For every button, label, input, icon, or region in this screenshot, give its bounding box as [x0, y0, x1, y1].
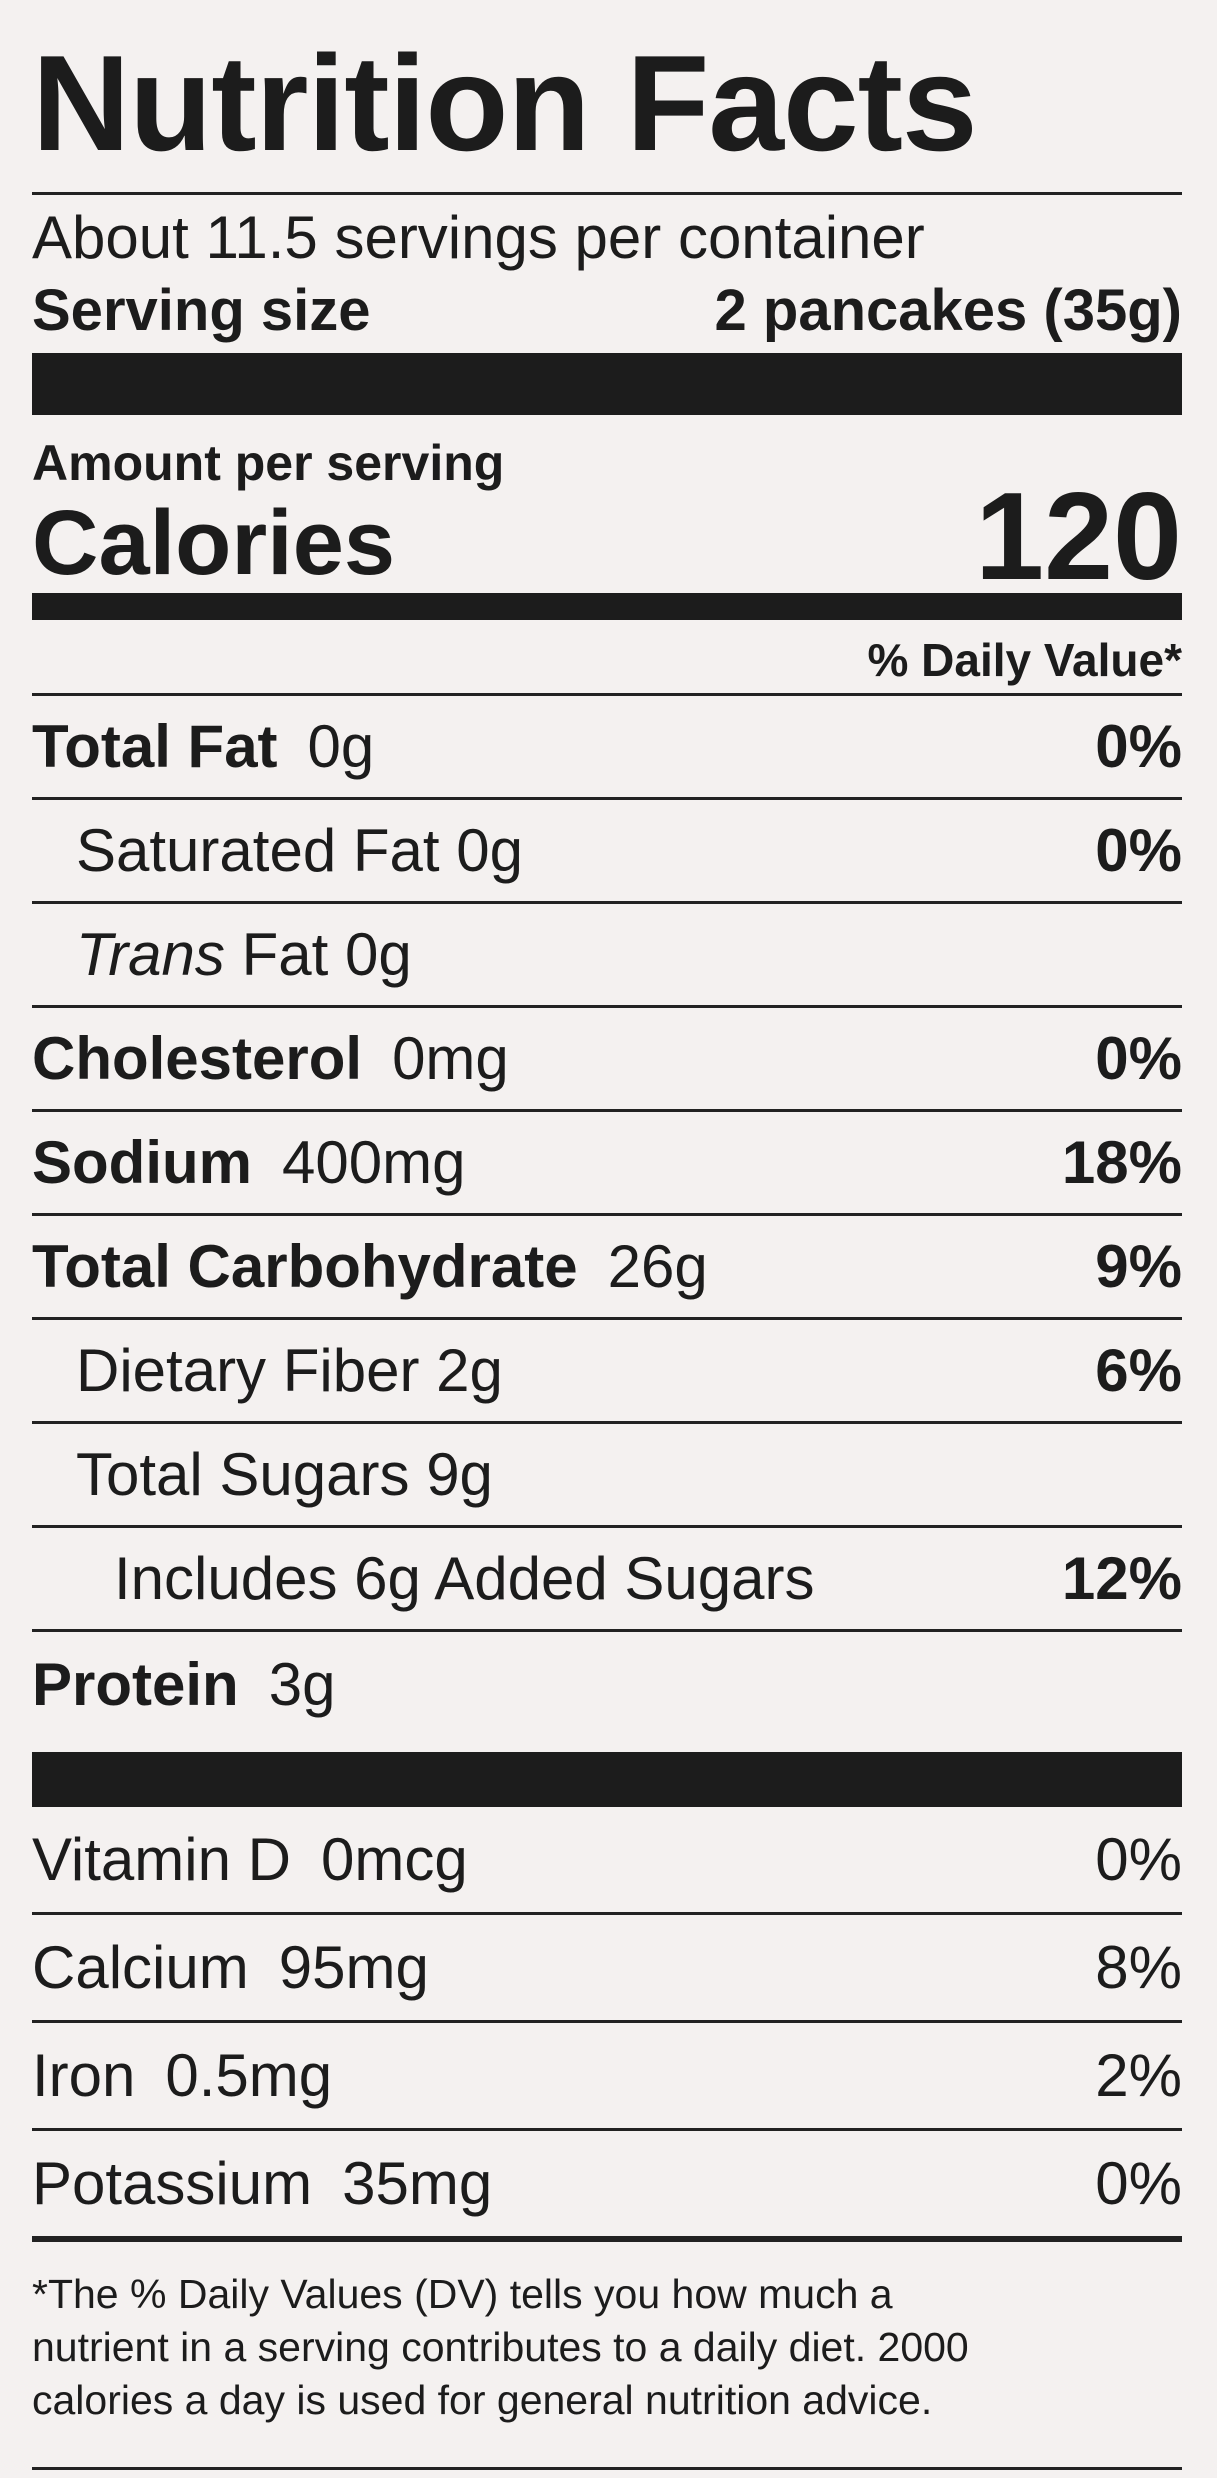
nutrient-label: Vitamin D 0mcg: [32, 1825, 468, 1894]
nutrient-row: Includes 6g Added Sugars 12%: [32, 1528, 1182, 1632]
nutrient-dv: 6%: [1095, 1337, 1182, 1404]
nutrient-dv: 0%: [1095, 713, 1182, 780]
nutrient-dv: 0%: [1095, 1826, 1182, 1893]
nutrient-row: Protein 3g: [32, 1632, 1182, 1736]
nutrient-row: Trans Fat 0g: [32, 904, 1182, 1008]
nutrient-label: Cholesterol 0mg: [32, 1024, 509, 1093]
nutrient-row: Total Sugars 9g: [32, 1424, 1182, 1528]
nutrient-name: Calcium: [32, 1934, 249, 2001]
serving-size: Serving size 2 pancakes (35g): [32, 275, 1182, 353]
nutrient-row: Total Fat 0g 0%: [32, 696, 1182, 800]
nutrient-name: Potassium: [32, 2150, 313, 2217]
nutrient-label: Sodium 400mg: [32, 1128, 465, 1197]
nutrient-name: Dietary Fiber: [76, 1337, 420, 1404]
calories: Calories 120: [32, 475, 1182, 599]
nutrient-dv: 0%: [1095, 1025, 1182, 1092]
divider: [32, 353, 1182, 415]
nutrient-dv: 18%: [1061, 1129, 1182, 1196]
nutrient-amount: 26g: [607, 1233, 708, 1300]
nutrient-dv: 9%: [1095, 1233, 1182, 1300]
nutrient-name: Total Fat: [32, 713, 278, 780]
nutrient-dv: 2%: [1095, 2042, 1182, 2109]
vitamins: Vitamin D 0mcg 0% Calcium 95mg 8% Iron 0.5mg…: [32, 1807, 1182, 2239]
footnote-line: nutrient in a serving contributes to a d…: [32, 2324, 969, 2370]
calories-value: 120: [975, 468, 1182, 606]
nutrient-dv: 8%: [1095, 1934, 1182, 2001]
nutrient-prefix: Trans: [76, 921, 225, 988]
nutrient-amount: 0mcg: [320, 1826, 468, 1893]
nutrient-name: Iron: [32, 2042, 136, 2109]
nutrient-row: Dietary Fiber 2g 6%: [32, 1320, 1182, 1424]
nutrient-label: Trans Fat 0g: [76, 920, 412, 989]
nutrient-amount: 2g: [436, 1337, 503, 1404]
nutrient-name: Vitamin D: [32, 1826, 291, 1893]
nutrient-label: Dietary Fiber 2g: [76, 1336, 503, 1405]
nutrient-name: Includes 6g Added Sugars: [114, 1545, 815, 1612]
serving-size-label: Serving size: [32, 278, 371, 343]
vitamin-row: Calcium 95mg 8%: [32, 1915, 1182, 2023]
nutrient-name: Cholesterol: [32, 1025, 363, 1092]
nutrient-label: Total Fat 0g: [32, 712, 374, 781]
nutrient-amount: 95mg: [278, 1934, 429, 2001]
dv-header: % Daily Value*: [32, 620, 1182, 696]
vitamin-row: Potassium 35mg 0%: [32, 2131, 1182, 2239]
nutrient-name: Saturated Fat: [76, 817, 440, 884]
nutrient-name: Protein: [32, 1650, 239, 1718]
nutrient-amount: 0.5mg: [165, 2042, 333, 2109]
nutrient-dv: 12%: [1061, 1545, 1182, 1612]
nutrient-label: Iron 0.5mg: [32, 2041, 332, 2110]
nutrient-amount: 9g: [426, 1441, 493, 1508]
amount-per-serving: Amount per serving: [32, 435, 505, 491]
nutrient-row: Saturated Fat 0g 0%: [32, 800, 1182, 904]
nutrient-dv: 0%: [1095, 2150, 1182, 2217]
calories-label: Calories: [32, 492, 396, 594]
vitamin-row: Vitamin D 0mcg 0%: [32, 1807, 1182, 1915]
nutrient-amount: 0mg: [392, 1025, 509, 1092]
nutrient-name: Sodium: [32, 1129, 252, 1196]
nutrient-row: Cholesterol 0mg 0%: [32, 1008, 1182, 1112]
serving-size-value: 2 pancakes (35g): [714, 278, 1182, 343]
nutrient-label: Potassium 35mg: [32, 2149, 492, 2218]
nutrient-amount: 0g: [307, 713, 375, 780]
nutrient-row: Sodium 400mg 18%: [32, 1112, 1182, 1216]
nutrient-row: Total Carbohydrate 26g 9%: [32, 1216, 1182, 1320]
nutrient-name: Fat: [241, 921, 329, 988]
nutrient-amount: 3g: [268, 1650, 336, 1718]
nutrient-amount: 400mg: [282, 1129, 466, 1196]
nutrient-label: Total Sugars 9g: [76, 1440, 493, 1509]
nutrient-name: Total Sugars: [76, 1441, 410, 1508]
nutrient-label: Protein 3g: [32, 1650, 335, 1719]
divider: [32, 1752, 1182, 1807]
nutrients: Total Fat 0g 0% Saturated Fat 0g 0% Trans Fa…: [32, 696, 1182, 1736]
nutrient-label: Total Carbohydrate 26g: [32, 1232, 708, 1301]
vitamin-row: Iron 0.5mg 2%: [32, 2023, 1182, 2131]
nutrient-name: Total Carbohydrate: [32, 1233, 578, 1300]
footnote-line: *The % Daily Values (DV) tells you how m…: [32, 2271, 893, 2317]
nutrient-label: Calcium 95mg: [32, 1933, 429, 2002]
divider: [32, 593, 1182, 620]
footnote-line: calories a day is used for general nutri…: [32, 2377, 933, 2423]
nutrient-dv: 0%: [1095, 817, 1182, 884]
nutrient-amount: 0g: [344, 921, 412, 988]
nutrient-label: Saturated Fat 0g: [76, 816, 523, 885]
nutrient-label: Includes 6g Added Sugars: [114, 1544, 815, 1613]
nutrient-amount: 35mg: [342, 2150, 493, 2217]
nutrient-amount: 0g: [456, 817, 523, 884]
servings: About 11.5 servings per container: [32, 204, 925, 271]
footnote: *The % Daily Values (DV) tells you how m…: [32, 2239, 1182, 2470]
title: Nutrition Facts: [32, 14, 1182, 195]
